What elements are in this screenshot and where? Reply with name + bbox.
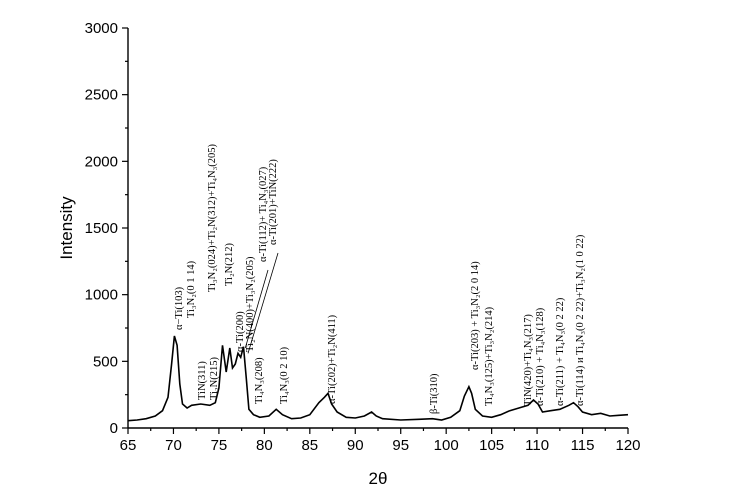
x-tick-label: 70 (165, 437, 182, 454)
y-tick-label: 0 (110, 420, 118, 437)
peak-annotation: TiN(420)+Ti₄N₃(217) (523, 314, 534, 406)
peak-annotation: Ti₃N₂(024)+Ti₂N(312)+Ti₄N₃(205) (207, 143, 218, 292)
x-tick-label: 105 (479, 437, 504, 454)
peak-annotation: Ti₃N₂(0 1 14) (186, 260, 197, 318)
x-axis-title: 2θ (369, 469, 388, 486)
x-tick-label: 75 (211, 437, 228, 454)
x-tick-label: 120 (615, 437, 640, 454)
peak-annotation: α-Ti(114) и Ti₄N₃(0 2 22)+Ti₃N₂(1 0 22) (575, 234, 586, 406)
peak-annotation: α-Ti(201)+TiN(222) (268, 159, 279, 245)
peak-annotation: Ti₂N(400)+Ti₃N₂(205) (245, 256, 256, 352)
series-layer (127, 335, 629, 422)
peak-annotation: α-Ti(112)+ Ti₄N₃(027) (258, 166, 269, 262)
x-tick-label: 110 (525, 437, 549, 454)
peak-annotation: Ti₄N₃(208) (254, 357, 265, 404)
x-tick-label: 65 (120, 437, 137, 454)
y-tick-label: 1500 (85, 220, 118, 237)
y-tick-label: 3000 (85, 20, 118, 37)
peak-annotation: α-Ti(200) (235, 311, 246, 352)
peak-annotation: α-Ti(203) + Ti₃N₂(2 0 14) (470, 261, 481, 370)
peak-annotation: α-Ti(202)+Ti₂N(411) (327, 314, 338, 404)
peak-annotation: β-Ti(310) (429, 373, 440, 414)
x-tick-label: 115 (571, 437, 595, 454)
y-tick-label: 2000 (85, 153, 118, 170)
x-tick-label: 90 (347, 437, 364, 454)
y-tick-label: 1000 (85, 287, 118, 304)
peak-annotation: α-Ti(211) + Ti₄N₃(0 2 22) (555, 297, 566, 406)
peak-annotation: α−Ti(103) (174, 286, 185, 330)
y-tick-label: 500 (93, 353, 118, 370)
peak-annotation: Ti₂N(212) (224, 243, 235, 286)
xrd-pattern-line (127, 335, 629, 422)
peak-annotation: Ti₄N₃(125)+Ti₃N₂(214) (484, 306, 495, 406)
x-tick-label: 95 (392, 437, 409, 454)
annotation-layer: α−Ti(103) Ti₃N₂(0 1 14) Ti₃N₂(024)+Ti₂N(31… (174, 143, 586, 414)
x-tick-label: 100 (434, 437, 459, 454)
y-tick-label: 2500 (85, 87, 118, 104)
peak-annotation: α-Ti(210) + Ti₄N₃(128) (535, 307, 546, 406)
x-ticks: 65 70 75 80 85 90 95 100 105 110 115 120 (120, 428, 641, 454)
y-axis-title: Intensity (57, 196, 76, 260)
x-tick-label: 80 (256, 437, 273, 454)
y-ticks: 0 500 1000 1500 2000 2500 3000 (85, 20, 128, 437)
peak-annotation: Ti₂N(215) (209, 357, 220, 400)
peak-leader-line (244, 269, 269, 349)
peak-leader-line (247, 252, 279, 354)
x-tick-label: 85 (301, 437, 318, 454)
peak-annotation: TiN(311) (197, 361, 208, 400)
peak-annotation: Ti₄N₃(0 2 10) (279, 346, 290, 404)
